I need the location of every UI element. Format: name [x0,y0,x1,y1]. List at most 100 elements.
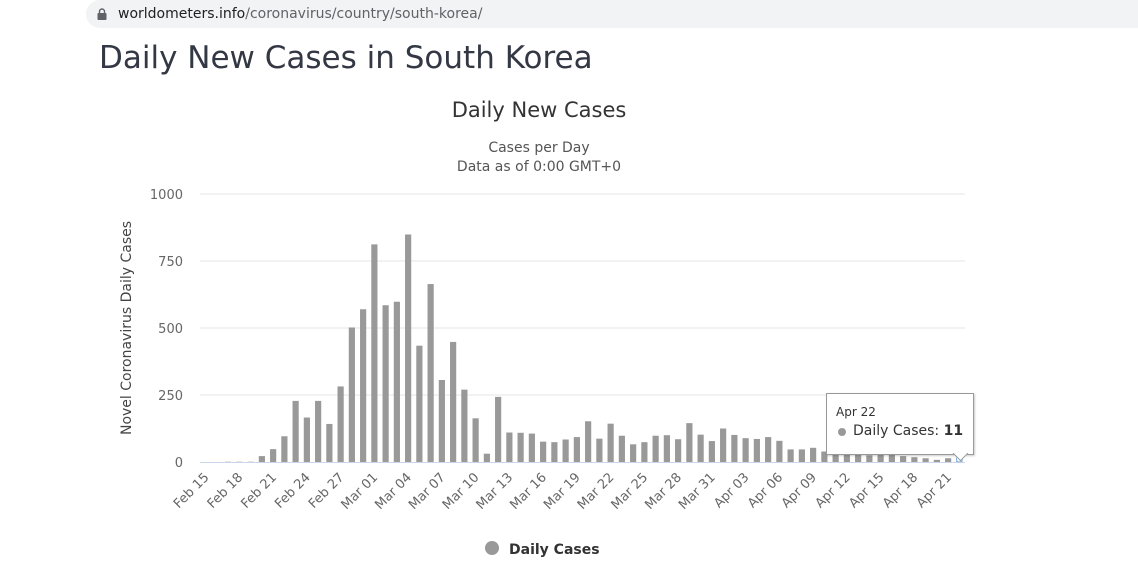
bar [708,441,715,462]
bar [517,432,524,462]
y-tick-label: 1000 [150,188,183,203]
chart-title: Daily New Cases [452,98,627,122]
x-tick-label: Mar 22 [575,470,618,513]
bar [585,421,592,462]
bar [753,438,760,462]
bar [832,454,839,462]
bar [371,244,378,462]
tooltip-series-label: Daily Cases: [853,423,940,439]
bar [416,345,423,462]
legend-label: Daily Cases [509,542,600,558]
bar [877,454,884,462]
x-tick-label: Mar 10 [440,470,483,513]
bar [675,439,682,462]
bar [596,438,603,462]
bar [945,458,952,462]
x-tick-label: Feb 15 [171,470,213,512]
bar [776,440,783,462]
x-tick-label: Mar 31 [676,470,719,513]
bar [731,434,738,462]
chart-subtitle-line: Data as of 0:00 GMT+0 [457,159,621,175]
x-tick-label: Mar 28 [642,470,685,513]
bar [326,423,333,462]
bar [281,436,288,462]
bar [427,284,434,462]
x-tick-label: Apr 18 [880,470,921,511]
x-tick-label: Mar 16 [507,470,550,513]
tooltip-series-marker [838,428,846,436]
x-tick-label: Feb 18 [205,470,247,512]
page-title: Daily New Cases in South Korea [99,40,593,76]
x-tick-label: Apr 21 [914,470,955,511]
bar [697,434,704,462]
chart-tooltip: Apr 22 Daily Cases: 11 [826,393,974,462]
url-host: worldometers.info [118,6,246,22]
bar [787,449,794,462]
bar [821,451,828,462]
bar [652,435,659,462]
x-tick-label: Mar 04 [372,470,415,513]
bar [888,454,895,462]
y-axis-title: Novel Coronavirus Daily Cases [119,221,135,435]
url-text[interactable]: worldometers.info/coronavirus/country/so… [118,6,482,22]
bar [900,456,907,462]
bar [393,301,400,462]
url-path: /coronavirus/country/south-korea/ [245,6,483,22]
bar [292,400,299,462]
bar [843,453,850,462]
tooltip-value-line: Daily Cases: 11 [853,423,963,439]
bar [866,455,873,462]
bar [506,432,513,462]
bar [641,442,648,462]
bar [540,441,547,462]
y-tick-label: 500 [158,322,183,337]
tooltip-value: 11 [943,423,964,439]
legend-marker [485,541,499,555]
bar [933,459,940,462]
y-tick-label: 0 [175,456,183,471]
bar [405,234,412,462]
x-tick-label: Feb 21 [238,470,280,512]
bar [315,400,322,462]
address-bar[interactable]: worldometers.info/coronavirus/country/so… [86,0,1138,28]
x-tick-label: Apr 15 [846,470,887,511]
bar [495,396,502,462]
x-tick-label: Apr 03 [711,470,752,511]
bar [438,379,445,462]
bar [765,437,772,462]
x-tick-label: Mar 07 [406,470,449,513]
bar [630,444,637,462]
tooltip-date: Apr 22 [836,405,876,419]
x-tick-label: Mar 25 [609,470,652,513]
lock-icon [97,8,107,20]
y-tick-label: 250 [158,389,183,404]
x-tick-label: Mar 19 [541,470,584,513]
bar [258,456,265,462]
bar [922,458,929,462]
bar [461,389,468,462]
bar [562,439,569,462]
bar [911,457,918,462]
bar [360,309,367,462]
bar [303,417,310,462]
bar [607,423,614,462]
bar [618,435,625,462]
bar [483,453,490,462]
bar [573,437,580,462]
bar [663,435,670,462]
bar [348,327,355,462]
bar [742,438,749,462]
x-tick-label: Apr 06 [745,470,786,511]
bar [528,433,535,462]
bar [472,418,479,462]
chart-subtitle-line: Cases per Day [488,140,589,156]
x-tick-label: Feb 24 [272,470,314,512]
y-tick-label: 750 [158,255,183,270]
bar [810,447,817,462]
bar [855,453,862,462]
bar [270,449,277,462]
bar [337,386,344,462]
bar [450,341,457,462]
bar [686,423,693,462]
